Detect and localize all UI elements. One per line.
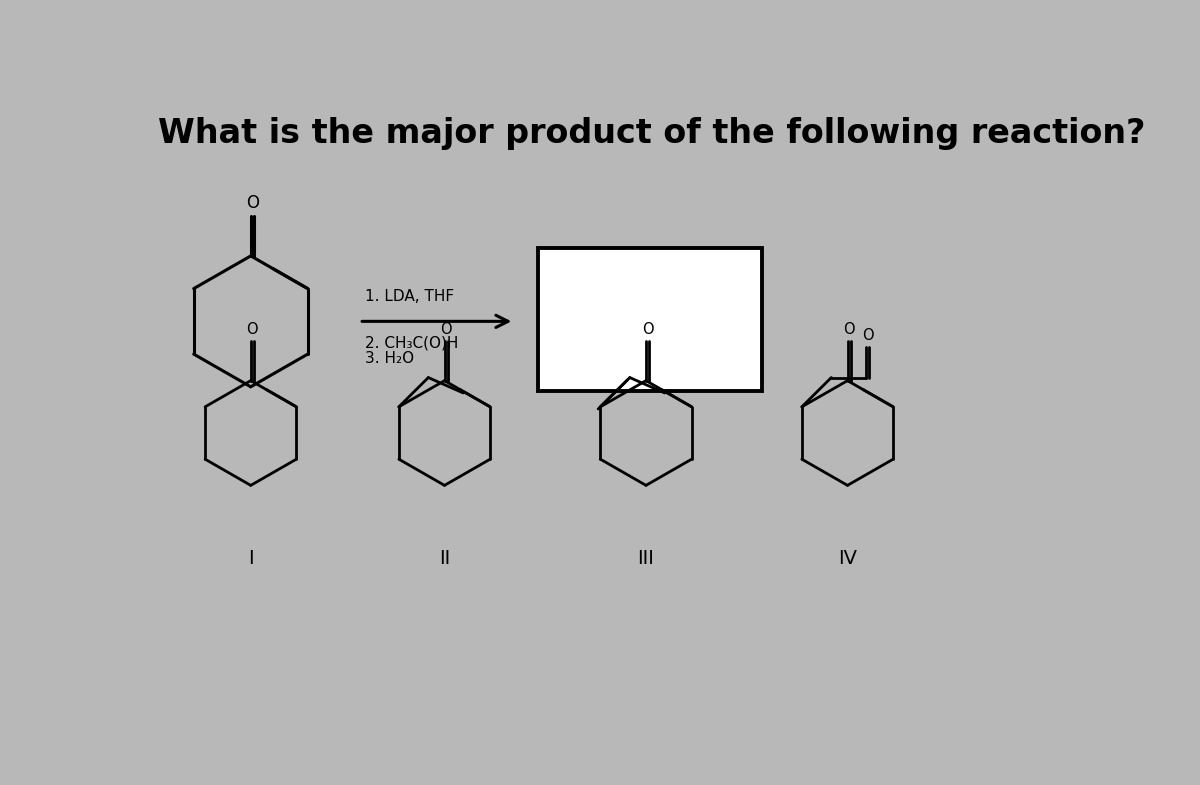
Text: O: O (246, 322, 258, 337)
Text: O: O (844, 322, 854, 337)
Text: O: O (642, 322, 653, 337)
Text: IV: IV (838, 549, 857, 568)
Text: 3. H₂O: 3. H₂O (366, 351, 414, 366)
Text: What is the major product of the following reaction?: What is the major product of the followi… (157, 117, 1145, 150)
Bar (538, 248, 762, 391)
Text: II: II (439, 549, 450, 568)
Text: O: O (246, 194, 259, 212)
Text: O: O (440, 322, 452, 337)
Text: III: III (637, 549, 654, 568)
Text: 1. LDA, THF: 1. LDA, THF (366, 290, 455, 305)
Text: I: I (248, 549, 253, 568)
Text: 2. CH₃C(O)H: 2. CH₃C(O)H (366, 335, 458, 350)
Text: O: O (862, 328, 874, 343)
